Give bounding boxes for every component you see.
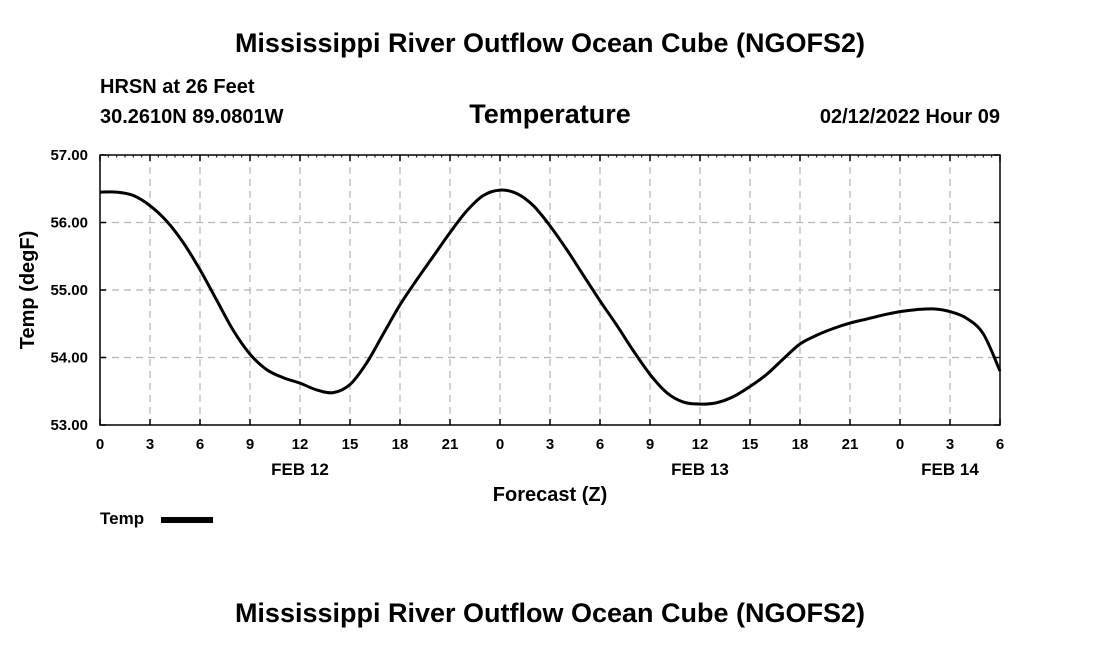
x-tick-label: 0 — [96, 436, 104, 453]
x-tick-label: 12 — [292, 436, 309, 453]
date-label: FEB 12 — [271, 460, 329, 479]
series-line-temp — [99, 188, 1002, 406]
x-axis-label: Forecast (Z) — [493, 484, 607, 506]
footer-title: Mississippi River Outflow Ocean Cube (NG… — [234, 598, 866, 628]
y-tick-label: 56.00 — [50, 215, 88, 232]
date-label: FEB 13 — [671, 460, 729, 479]
x-tick-label: 18 — [792, 436, 809, 453]
station-label: HRSN at 26 Feet — [100, 76, 255, 98]
date-label: FEB 14 — [921, 460, 979, 479]
x-tick-label: 0 — [496, 436, 504, 453]
tick-labels: 0 3 6 9 12 15 18 21 0 3 6 9 12 15 18 21 0 3 6 53.00 54.00 55.… — [50, 147, 1004, 479]
x-tick-label: 0 — [896, 436, 904, 453]
legend-label: Temp — [100, 509, 145, 528]
datetime-label: 02/12/2022 Hour 09 — [819, 106, 1000, 128]
chart-title: Temperature — [469, 99, 631, 129]
x-tick-label: 18 — [392, 436, 409, 453]
y-tick-label: 54.00 — [50, 350, 88, 367]
plot-frame — [99, 154, 1001, 426]
x-tick-label: 21 — [442, 436, 459, 453]
x-tick-label: 12 — [692, 436, 709, 453]
grid — [100, 155, 1000, 425]
x-tick-label: 6 — [196, 436, 204, 453]
x-tick-label: 15 — [742, 436, 759, 453]
y-axis-label: Temp (degF) — [17, 231, 39, 350]
x-tick-label: 21 — [842, 436, 859, 453]
main-title: Mississippi River Outflow Ocean Cube (NG… — [234, 28, 866, 58]
x-tick-label: 6 — [996, 436, 1004, 453]
x-tick-label: 3 — [146, 436, 154, 453]
x-tick-label: 9 — [646, 436, 654, 453]
x-tick-label: 3 — [546, 436, 554, 453]
x-tick-label: 9 — [246, 436, 254, 453]
coordinates-label: 30.2610N 89.0801W — [100, 106, 284, 128]
x-tick-label: 6 — [596, 436, 604, 453]
legend-swatch-temp — [161, 517, 213, 523]
x-tick-label: 15 — [342, 436, 359, 453]
x-tick-label: 3 — [946, 436, 954, 453]
y-tick-label: 55.00 — [50, 282, 88, 299]
y-tick-label: 53.00 — [50, 417, 88, 434]
y-tick-label: 57.00 — [50, 147, 88, 164]
